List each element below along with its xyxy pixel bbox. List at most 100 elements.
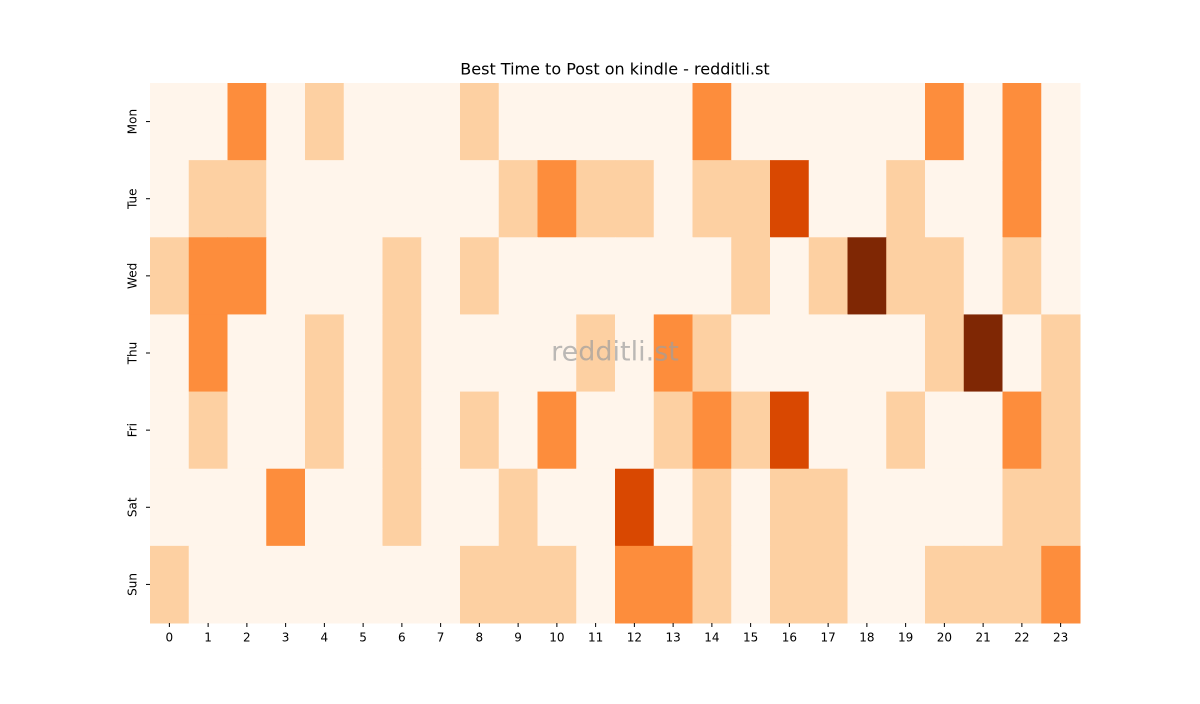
x-tick-label: 18 bbox=[859, 631, 874, 645]
heatmap-cell bbox=[150, 391, 190, 470]
heatmap-cell bbox=[188, 83, 228, 161]
watermark: redditli.st bbox=[551, 337, 679, 368]
heatmap-cell bbox=[576, 468, 616, 547]
heatmap-cell bbox=[305, 391, 345, 470]
heatmap-cell bbox=[925, 314, 965, 393]
heatmap-cell bbox=[731, 314, 771, 393]
x-tick-label: 8 bbox=[476, 631, 484, 645]
x-tick-label: 22 bbox=[1014, 631, 1029, 645]
x-tick-label: 7 bbox=[437, 631, 445, 645]
heatmap-cell bbox=[1041, 314, 1081, 393]
heatmap-cell bbox=[188, 314, 228, 393]
heatmap-cell bbox=[808, 391, 848, 470]
heatmap-cell bbox=[343, 391, 383, 470]
heatmap-cell bbox=[1041, 545, 1081, 624]
heatmap-cell bbox=[925, 391, 965, 470]
heatmap-cell bbox=[421, 237, 461, 315]
y-tick-label: Fri bbox=[126, 423, 140, 437]
heatmap-cell bbox=[460, 545, 500, 624]
heatmap-cell bbox=[615, 314, 655, 393]
heatmap-cell bbox=[576, 314, 616, 393]
heatmap-cell bbox=[576, 237, 616, 315]
heatmap-cell bbox=[576, 391, 616, 470]
heatmap-cell bbox=[227, 83, 267, 161]
heatmap-cell bbox=[615, 468, 655, 547]
heatmap-cell bbox=[925, 545, 965, 624]
heatmap-cell bbox=[576, 83, 616, 161]
heatmap-cell bbox=[227, 468, 267, 547]
heatmap-cell bbox=[382, 391, 422, 470]
heatmap-cell bbox=[925, 468, 965, 547]
heatmap-cell bbox=[382, 545, 422, 624]
x-tick-label: 9 bbox=[514, 631, 522, 645]
x-tick-label: 16 bbox=[782, 631, 797, 645]
x-tick-label: 14 bbox=[704, 631, 719, 645]
heatmap-cell bbox=[886, 83, 926, 161]
heatmap-cell bbox=[847, 391, 887, 470]
heatmap-cell bbox=[886, 237, 926, 315]
heatmap-cell bbox=[1041, 468, 1081, 547]
y-tick-label: Mon bbox=[126, 109, 140, 134]
heatmap-cell bbox=[498, 237, 538, 315]
x-tick-label: 0 bbox=[166, 631, 174, 645]
axes: 0 1 2 3 4 5 6 7 8 9 10 11 12 13 14 15 16 17 18 19 20 21 22 23Mo… bbox=[126, 109, 1069, 645]
x-tick-label: 3 bbox=[282, 631, 290, 645]
heatmap-cell bbox=[343, 83, 383, 161]
x-tick-label: 21 bbox=[975, 631, 990, 645]
x-tick-label: 20 bbox=[937, 631, 952, 645]
heatmap-cell bbox=[498, 391, 538, 470]
heatmap-cell bbox=[963, 391, 1003, 470]
heatmap-cell bbox=[692, 160, 732, 238]
heatmap-cell bbox=[421, 545, 461, 624]
heatmap-cell bbox=[305, 314, 345, 393]
chart-title: Best Time to Post on kindle - redditli.s… bbox=[460, 60, 769, 79]
heatmap-cell bbox=[343, 237, 383, 315]
heatmap-cell bbox=[847, 83, 887, 161]
heatmap-cell bbox=[576, 160, 616, 238]
heatmap-cell bbox=[1041, 391, 1081, 470]
heatmap-cell bbox=[498, 314, 538, 393]
heatmap-cell bbox=[808, 314, 848, 393]
heatmap-cell bbox=[421, 314, 461, 393]
heatmap-cell bbox=[537, 545, 577, 624]
heatmap-cell bbox=[188, 160, 228, 238]
heatmap-cell bbox=[305, 237, 345, 315]
heatmap-cell bbox=[266, 468, 306, 547]
heatmap-cell bbox=[382, 314, 422, 393]
heatmap-cell bbox=[382, 237, 422, 315]
heatmap-cell bbox=[305, 545, 345, 624]
x-tick-label: 13 bbox=[665, 631, 680, 645]
heatmap-cell bbox=[653, 468, 693, 547]
x-tick-label: 6 bbox=[398, 631, 406, 645]
heatmap-cell bbox=[150, 83, 190, 161]
heatmap-cell bbox=[460, 160, 500, 238]
heatmap-cell bbox=[227, 391, 267, 470]
heatmap-cell bbox=[847, 545, 887, 624]
heatmap-cell bbox=[692, 545, 732, 624]
heatmap-cell bbox=[963, 468, 1003, 547]
heatmap-cell bbox=[150, 468, 190, 547]
heatmap-cell bbox=[150, 314, 190, 393]
x-tick-label: 11 bbox=[588, 631, 603, 645]
heatmap-cell bbox=[460, 237, 500, 315]
heatmap-cell bbox=[227, 545, 267, 624]
heatmap-cell bbox=[537, 391, 577, 470]
heatmap-cell bbox=[1041, 237, 1081, 315]
heatmap-cell bbox=[305, 468, 345, 547]
heatmap-cell bbox=[770, 237, 810, 315]
heatmap-cell bbox=[188, 237, 228, 315]
heatmap-cell bbox=[963, 314, 1003, 393]
heatmap-cell bbox=[963, 545, 1003, 624]
heatmap-cell bbox=[847, 468, 887, 547]
heatmap-cell bbox=[421, 160, 461, 238]
x-tick-label: 10 bbox=[549, 631, 564, 645]
heatmap-cell bbox=[266, 160, 306, 238]
heatmap-cell bbox=[615, 237, 655, 315]
heatmap-cell bbox=[266, 314, 306, 393]
heatmap-cell bbox=[498, 83, 538, 161]
heatmap-cell bbox=[188, 468, 228, 547]
heatmap-cell bbox=[576, 545, 616, 624]
heatmap-cell bbox=[692, 468, 732, 547]
heatmap-cell bbox=[808, 237, 848, 315]
heatmap-cell bbox=[731, 468, 771, 547]
